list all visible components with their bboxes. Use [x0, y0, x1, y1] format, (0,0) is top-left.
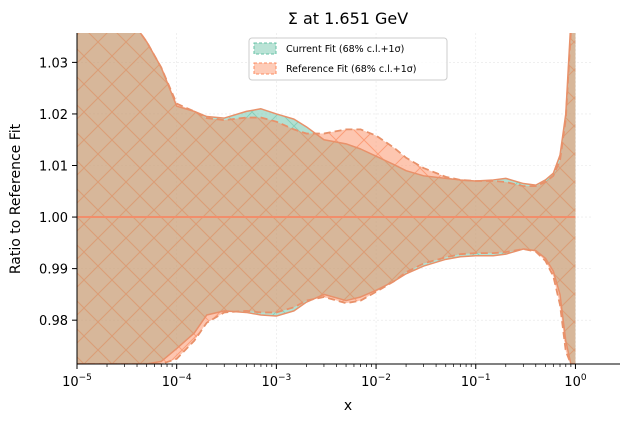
x-tick-label-1: 10−4 — [162, 373, 192, 390]
axes — [76, 33, 620, 365]
current-fit-upper-edge — [139, 33, 571, 186]
y-tick-label-0: 0.98 — [39, 314, 68, 329]
legend-label-current: Current Fit (68% c.l.+1σ) — [286, 44, 404, 55]
current-fit-lower-edge — [77, 248, 576, 364]
legend: Current Fit (68% c.l.+1σ) Reference Fit … — [248, 37, 448, 81]
x-tick-label-0: 10−5 — [62, 373, 92, 390]
y-tick-label-1: 0.99 — [39, 263, 68, 278]
chart-title: Σ at 1.651 GeV — [288, 9, 408, 28]
x-tick-label-5: 100 — [564, 373, 587, 390]
y-tick-label-2: 1.00 — [39, 211, 68, 226]
reference-fit-lower-edge — [77, 248, 576, 364]
legend-swatch-current — [253, 42, 277, 55]
x-ticks: 10−5 10−4 10−3 10−2 10−1 100 — [62, 364, 587, 390]
y-ticks: 0.98 0.99 1.00 1.01 1.02 1.03 — [39, 56, 77, 329]
uncertainty-bands — [77, 33, 576, 364]
y-axis-label: Ratio to Reference Fit — [8, 123, 24, 274]
legend-frame — [248, 37, 448, 81]
x-tick-label-4: 10−1 — [461, 373, 491, 390]
y-tick-label-5: 1.03 — [39, 56, 68, 71]
legend-swatch-reference — [253, 62, 277, 75]
reference-fit-upper-edge — [139, 33, 572, 188]
x-axis-label: x — [344, 398, 352, 414]
legend-label-reference: Reference Fit (68% c.l.+1σ) — [286, 64, 417, 75]
x-tick-label-2: 10−3 — [261, 373, 291, 390]
y-tick-label-4: 1.02 — [39, 108, 68, 123]
y-tick-label-3: 1.01 — [39, 160, 68, 175]
x-tick-label-3: 10−2 — [361, 373, 391, 390]
